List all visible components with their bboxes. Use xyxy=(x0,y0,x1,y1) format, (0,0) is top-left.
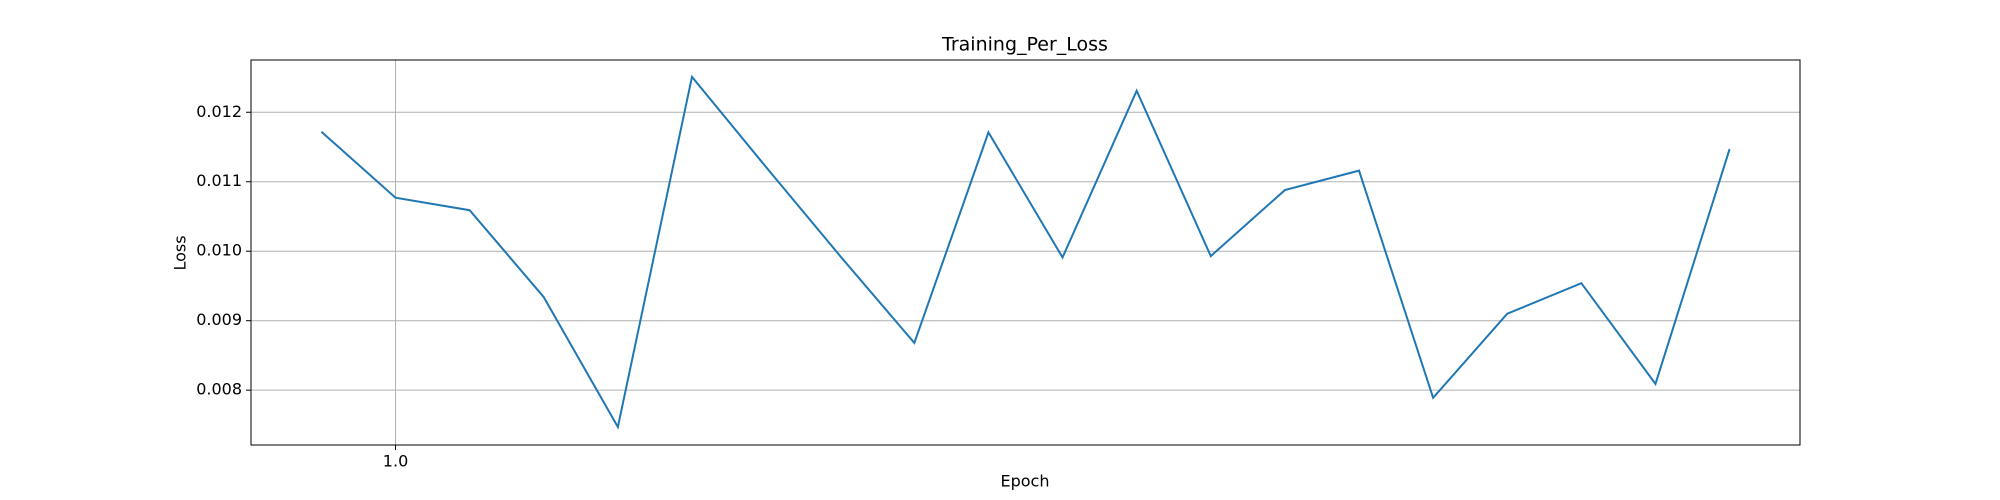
y-axis-label: Loss xyxy=(171,235,190,270)
y-tick-label: 0.009 xyxy=(196,310,242,329)
chart-title: Training_Per_Loss xyxy=(941,34,1108,56)
plot-frame xyxy=(250,59,1801,446)
y-tick-label: 0.012 xyxy=(196,102,242,121)
data-line xyxy=(320,74,1731,430)
x-tick-label: 1.0 xyxy=(383,452,408,471)
y-tick-label: 0.010 xyxy=(196,241,242,260)
y-tick-label: 0.008 xyxy=(196,380,242,399)
x-axis-label: Epoch xyxy=(1001,472,1050,491)
y-tick-label: 0.011 xyxy=(196,171,242,190)
